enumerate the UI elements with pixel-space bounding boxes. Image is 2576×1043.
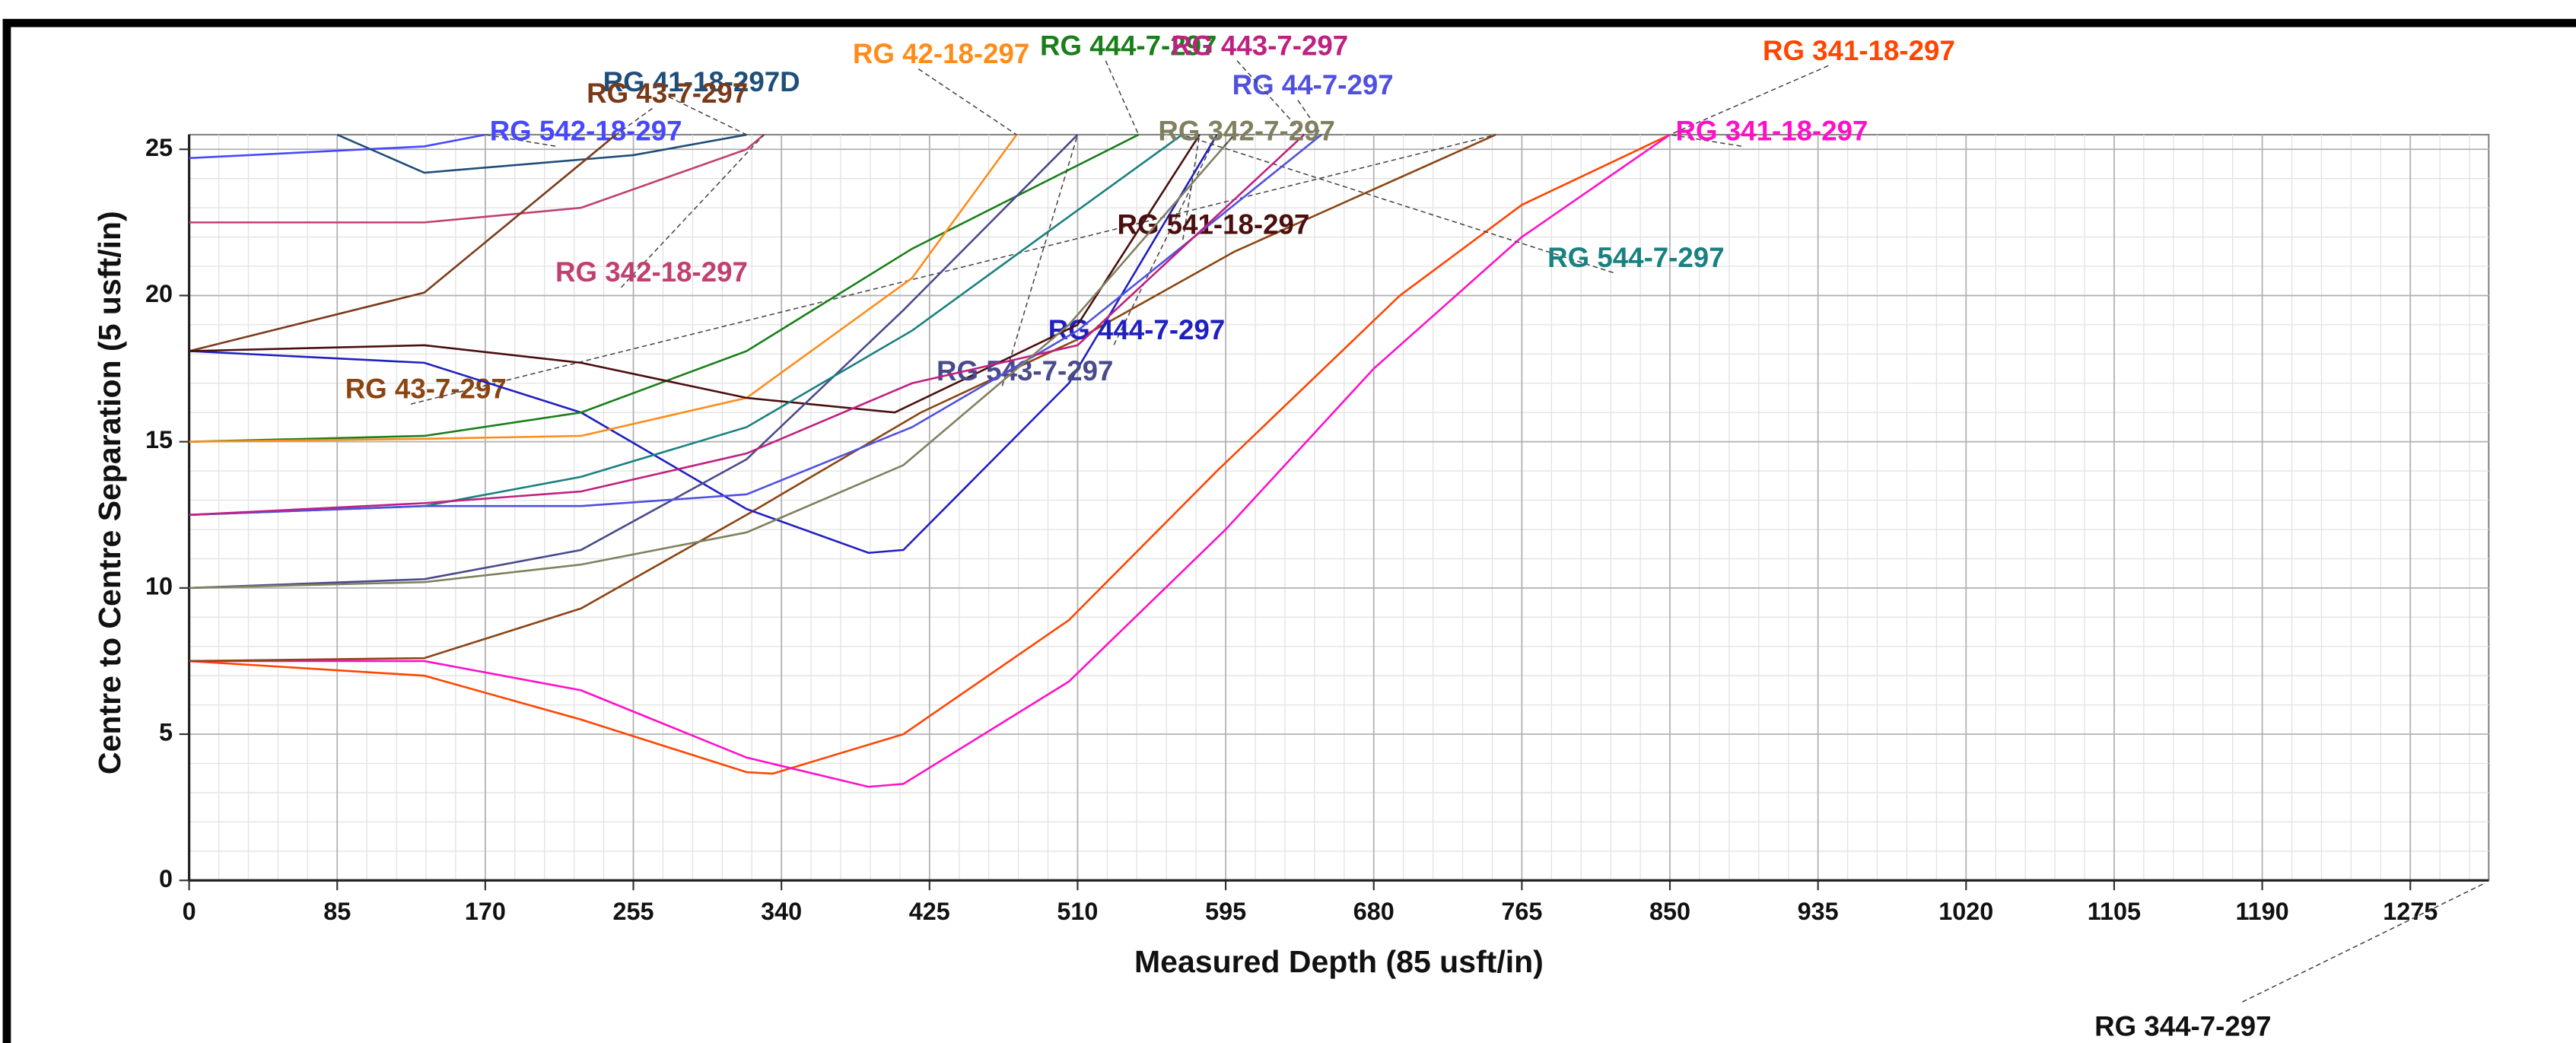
x-tick-label: 1190 xyxy=(2235,898,2288,925)
series-line xyxy=(189,134,617,352)
window-frame xyxy=(2,18,2576,1043)
label-leader xyxy=(1181,134,1614,274)
series-line xyxy=(189,134,1305,517)
series-line xyxy=(189,134,1018,443)
series-label: RG 341-18-297 xyxy=(1763,35,1955,66)
label-leader xyxy=(668,96,747,135)
x-tick-label: 340 xyxy=(761,898,802,925)
x-axis-label: Measured Depth (85 usft/in) xyxy=(1134,944,1544,979)
series-label: RG 544-7-297 xyxy=(1547,242,1725,273)
label-leader xyxy=(1001,134,1079,386)
x-tick-label: 510 xyxy=(1057,898,1098,925)
series-label: RG 341-18-297 xyxy=(1676,116,1868,147)
series-label: RG 42-18-297 xyxy=(853,38,1030,69)
series-line xyxy=(189,133,486,160)
label-leader xyxy=(410,134,1496,405)
label-leader xyxy=(1223,134,1236,147)
series-label: RG 443-7-297 xyxy=(1172,30,1349,61)
label-leader xyxy=(620,134,765,288)
x-tick-label: 1020 xyxy=(1938,898,1993,925)
series-label: RG 41-18-297D xyxy=(603,66,800,97)
series-label: RG 342-18-297 xyxy=(555,256,748,288)
series-line xyxy=(189,134,1322,517)
series-line xyxy=(189,134,1079,590)
x-tick-label: 85 xyxy=(323,898,351,925)
series-line xyxy=(189,134,1236,590)
label-leader xyxy=(1113,134,1218,345)
y-tick-label: 20 xyxy=(145,280,173,307)
x-tick-label: 0 xyxy=(183,898,196,925)
label-leader xyxy=(1669,65,1829,135)
label-leader xyxy=(1105,60,1140,135)
series-line xyxy=(189,133,1140,443)
series-label: RG 541-18-297 xyxy=(1117,209,1309,240)
series-label: RG 342-7-297 xyxy=(1158,116,1334,147)
x-tick-label: 425 xyxy=(909,898,950,925)
series-label: RG 444-7-297 xyxy=(1040,30,1217,61)
x-tick-label: 1275 xyxy=(2383,898,2438,925)
series-line xyxy=(189,134,1218,555)
x-tick-label: 765 xyxy=(1501,898,1542,925)
y-axis-label: Centre to Centre Separation (5 usft/in) xyxy=(92,211,127,774)
x-tick-label: 595 xyxy=(1205,898,1246,925)
label-leader xyxy=(485,134,556,147)
label-leader xyxy=(918,68,1017,135)
series-line xyxy=(336,133,747,174)
annotation-leader xyxy=(2242,882,2485,1003)
plot-area xyxy=(188,133,2490,882)
y-tick-label: 25 xyxy=(145,134,173,161)
y-tick-label: 5 xyxy=(159,719,173,746)
label-leader xyxy=(1182,134,1201,240)
series-label: RG 44-7-297 xyxy=(1232,69,1394,100)
x-tick-label: 255 xyxy=(613,898,654,925)
label-leader xyxy=(1236,60,1305,135)
y-tick-label: 15 xyxy=(145,426,173,453)
series-line xyxy=(189,133,1496,663)
series-label: RG 43-7-297 xyxy=(345,374,507,405)
x-tick-label: 170 xyxy=(465,898,506,925)
annotation: RG 344-7-297 xyxy=(2094,1010,2272,1041)
series-label: RG 43-7-297 xyxy=(587,78,748,109)
series-label: RG 542-18-297 xyxy=(490,116,682,147)
label-leader xyxy=(1297,100,1322,135)
x-tick-label: 1105 xyxy=(2088,898,2141,925)
y-tick-label: 0 xyxy=(159,865,173,892)
series-line xyxy=(189,134,1201,414)
x-tick-label: 680 xyxy=(1353,898,1395,925)
y-tick-label: 10 xyxy=(145,572,173,599)
series-line xyxy=(189,134,765,224)
series-line xyxy=(189,133,1671,775)
x-tick-label: 935 xyxy=(1798,898,1839,925)
label-leader xyxy=(615,107,653,135)
label-leader xyxy=(1669,134,1742,147)
series-line xyxy=(189,133,1671,788)
x-tick-label: 850 xyxy=(1649,898,1690,925)
